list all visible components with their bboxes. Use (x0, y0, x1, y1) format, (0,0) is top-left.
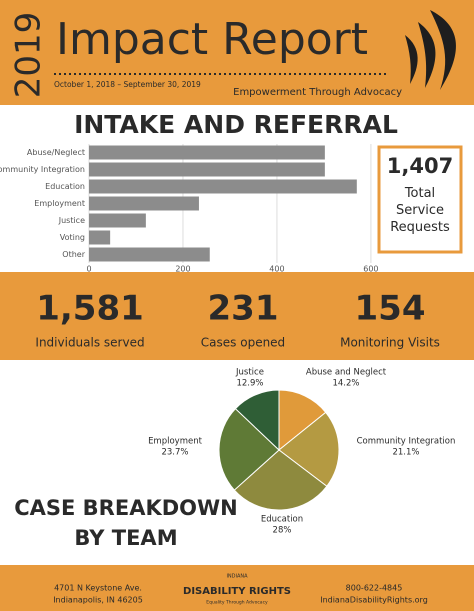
address: 4701 N Keystone Ave. (54, 584, 142, 593)
report-title: Impact Report (56, 14, 368, 65)
phone: 800-622-4845 (346, 584, 403, 593)
x-tick-label: 200 (175, 265, 190, 274)
total-label-box: Total Service Requests (390, 186, 450, 235)
y-tick-label: Justice (58, 216, 85, 225)
y-tick-label: Abuse/Neglect (27, 148, 85, 157)
bar (89, 162, 325, 177)
x-tick-label: 600 (363, 265, 378, 274)
logo-text: Equality Through Advocacy (206, 600, 268, 606)
stat-value: 154 (355, 289, 426, 329)
slice-label: Justice (235, 368, 264, 378)
slice-label: Employment (148, 437, 203, 447)
pie-slice (278, 389, 327, 452)
bar (89, 213, 146, 228)
bar (89, 196, 199, 211)
bar-chart: 0 200 400 600 Abuse/Neglect Community Integra… (0, 144, 379, 274)
slice-value: 12.9% (236, 379, 263, 389)
breakdown-heading: BY TEAM (74, 526, 177, 550)
logo-text: INDIANA (226, 574, 248, 580)
y-tick-label: Community Integration (0, 165, 85, 174)
x-tick-label: 0 (86, 265, 91, 274)
stat-label: Monitoring Visits (340, 336, 440, 350)
total-box (377, 145, 463, 254)
slice-value: 14.2% (332, 379, 359, 389)
stat-value: 231 (208, 289, 279, 329)
footer-band (0, 565, 474, 611)
y-tick-label: Education (45, 182, 85, 191)
y-tick-label: Other (62, 250, 85, 259)
address: Indianapolis, IN 46205 (53, 596, 143, 605)
slice-value: 21.1% (392, 448, 419, 458)
stat-label: Cases opened (201, 336, 285, 350)
intake-heading: INTAKE AND REFERRAL (74, 110, 398, 139)
bar (89, 179, 357, 194)
y-tick-label: Voting (60, 233, 85, 242)
stat-label: Individuals served (35, 336, 144, 350)
bar (89, 247, 210, 262)
year: 2019 (9, 12, 49, 99)
slice-label: Community Integration (357, 437, 456, 447)
logo-name: DISABILITY RIGHTS (183, 586, 291, 597)
slice-label: Abuse and Neglect (306, 368, 387, 378)
bar (89, 145, 325, 160)
y-tick-label: Employment (34, 199, 85, 208)
pie-slice (233, 449, 328, 511)
stats-band (0, 272, 474, 360)
header-band (0, 0, 474, 105)
website: IndianaDisabilityRights.org (320, 596, 428, 605)
x-tick-label: 400 (269, 265, 284, 274)
total-value: 1,407 (387, 154, 453, 178)
bar (89, 230, 111, 245)
slice-value: 28% (273, 526, 292, 536)
dates: October 1, 2018 – September 30, 2019 (54, 80, 201, 89)
slice-value: 23.7% (161, 448, 188, 458)
flame-logo (405, 10, 457, 90)
pie-slice (278, 411, 340, 487)
breakdown-heading: CASE BREAKDOWN (14, 496, 238, 520)
pie-slice (234, 389, 280, 452)
stat-value: 1,581 (36, 289, 144, 329)
tagline: Empowerment Through Advocacy (233, 87, 402, 98)
total-label: Total Service Requests (390, 186, 450, 235)
slice-label: Education (261, 515, 303, 525)
pie-slice (218, 407, 280, 491)
